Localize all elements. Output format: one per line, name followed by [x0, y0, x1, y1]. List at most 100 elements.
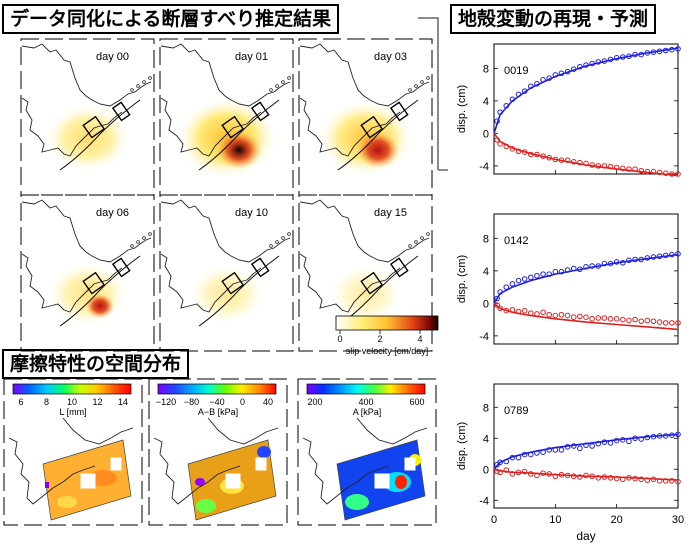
- observation-point: [552, 268, 559, 275]
- observation-point: [620, 437, 626, 443]
- coastline: [21, 199, 152, 313]
- observation-point: [607, 440, 614, 446]
- y-tick-label: 8: [483, 402, 489, 414]
- observation-point: [644, 168, 651, 175]
- observation-point: [669, 171, 675, 177]
- observation-point: [601, 260, 608, 267]
- observation-point: [626, 438, 632, 445]
- coastline: [8, 417, 134, 505]
- observation-point: [644, 477, 651, 483]
- y-axis-label: disp. (cm): [456, 255, 468, 303]
- coastline: [160, 43, 291, 157]
- slip-colorbar-tick: 0: [337, 334, 342, 344]
- y-axis-label: disp. (cm): [456, 422, 468, 470]
- observation-point: [662, 252, 669, 259]
- observation-point: [540, 153, 546, 159]
- slip-panel: day 06: [20, 194, 155, 352]
- observation-point: [638, 436, 644, 442]
- observation-point: [552, 156, 559, 163]
- observation-point: [613, 316, 620, 322]
- observation-point: [552, 72, 559, 78]
- fault-box: [82, 115, 106, 139]
- station-label: 0142: [504, 235, 528, 247]
- slip-hotspot: [357, 132, 399, 168]
- observation-point: [546, 447, 552, 453]
- colorbar-label: A−B [kPa]: [198, 407, 238, 417]
- observation-point: [577, 266, 583, 273]
- fault-box: [360, 115, 384, 139]
- observation-point: [515, 91, 522, 98]
- observation-point: [650, 168, 657, 175]
- slip-hotspot: [85, 293, 115, 319]
- fault-box: [389, 257, 409, 278]
- observation-point: [589, 443, 595, 449]
- observation-point: [494, 118, 500, 124]
- slip-panel: day 01: [159, 38, 294, 196]
- observation-point: [583, 264, 589, 270]
- observation-point: [570, 265, 577, 272]
- observation-point: [503, 458, 510, 465]
- observation-point: [644, 434, 651, 441]
- observation-point: [558, 70, 565, 77]
- y-tick-label: -4: [479, 161, 489, 173]
- observation-point: [564, 267, 571, 273]
- observation-point: [546, 471, 552, 477]
- observation-point: [669, 46, 675, 53]
- y-tick-label: 0: [483, 298, 489, 310]
- observation-point: [626, 166, 632, 172]
- observation-point: [509, 146, 516, 152]
- longitude-tick: 144°: [358, 378, 377, 380]
- observation-point: [662, 47, 669, 54]
- observation-point: [675, 478, 681, 485]
- fault-box: [250, 101, 270, 122]
- observation-point: [564, 443, 571, 450]
- observation-point: [669, 478, 675, 484]
- colorbar-label: A [kPa]: [353, 407, 382, 417]
- day-label: day 15: [373, 207, 407, 219]
- observation-point: [528, 151, 534, 158]
- observation-point: [534, 450, 540, 456]
- friction-title: 摩擦特性の空間分布: [2, 349, 190, 379]
- fault-box: [221, 271, 245, 295]
- observation-point: [644, 317, 651, 324]
- observation-point: [534, 81, 540, 87]
- observation-point: [595, 59, 602, 65]
- observation-point: [546, 75, 552, 81]
- observation-point: [515, 454, 522, 461]
- y-tick-label: 4: [483, 96, 489, 108]
- friction-colorbar: [306, 383, 426, 395]
- x-axis-label: day: [576, 529, 595, 543]
- observation-point: [540, 271, 546, 277]
- observation-point: [534, 311, 540, 317]
- slip-colorbar-tick: 2: [377, 334, 382, 344]
- observation-point: [589, 316, 595, 322]
- observation-point: [528, 451, 534, 458]
- observation-point: [607, 474, 614, 481]
- observation-point: [650, 49, 657, 55]
- colorbar-tick: 200: [307, 397, 322, 407]
- observation-point: [570, 66, 577, 72]
- observation-point: [662, 478, 669, 484]
- observation-point: [620, 54, 626, 60]
- observation-point: [638, 51, 644, 58]
- observation-point: [620, 259, 626, 266]
- slip-blob: [328, 264, 404, 324]
- displacement-chart: -4 0 4 8 disp. (cm) 0019: [456, 43, 681, 177]
- observation-point: [494, 295, 500, 302]
- observation-point: [626, 53, 632, 59]
- observation-point: [570, 314, 577, 320]
- observation-point: [534, 272, 540, 279]
- longitude-tick: 142°: [314, 378, 333, 380]
- x-tick-label: 20: [611, 514, 623, 526]
- observation-point: [497, 469, 503, 476]
- y-tick-label: -4: [479, 495, 489, 507]
- observation-point: [632, 316, 638, 323]
- observation-point: [515, 277, 522, 284]
- observation-point: [521, 149, 528, 155]
- observation-point: [650, 254, 657, 260]
- observation-point: [558, 447, 565, 453]
- observation-point: [577, 313, 583, 320]
- observation-point: [521, 468, 528, 475]
- observation-point: [494, 468, 500, 475]
